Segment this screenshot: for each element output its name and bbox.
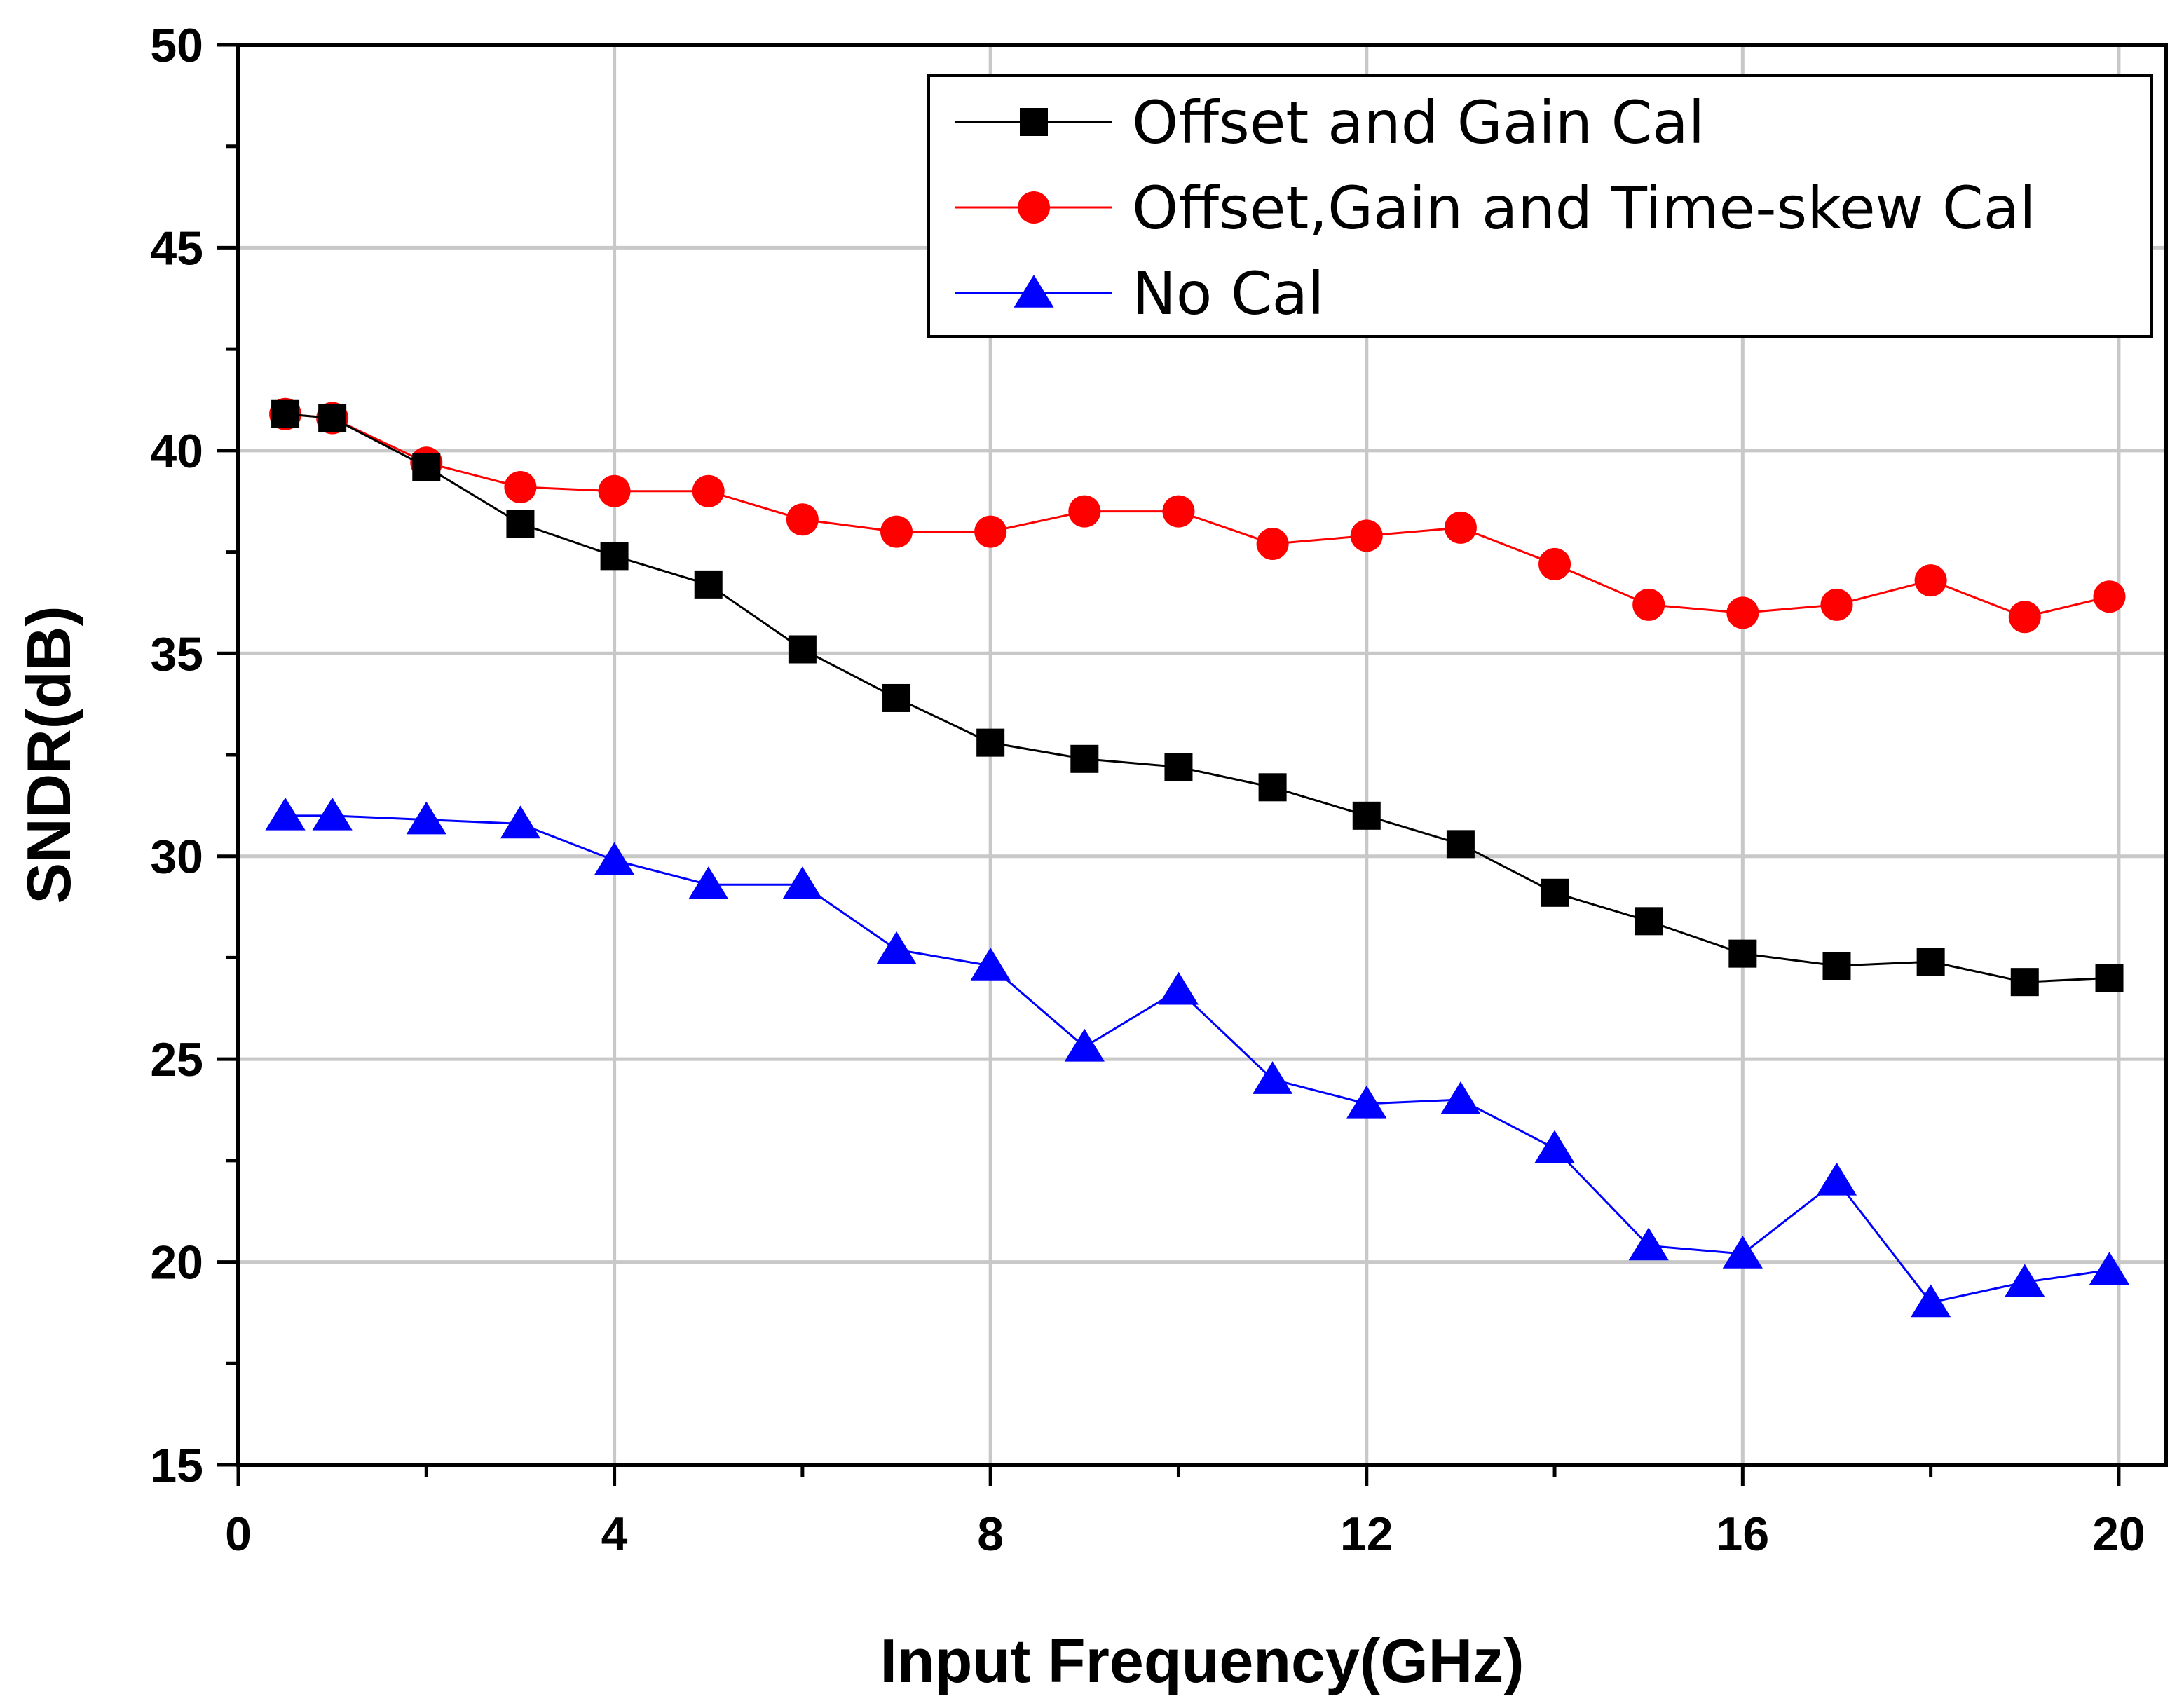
data-point bbox=[1914, 564, 1947, 597]
series-square bbox=[271, 399, 2124, 997]
legend-label: Offset,Gain and Time-skew Cal bbox=[1132, 174, 2036, 242]
data-point bbox=[976, 728, 1005, 757]
legend-box bbox=[927, 74, 2153, 338]
legend-marker bbox=[1014, 275, 1054, 308]
data-point bbox=[265, 797, 306, 831]
data-point bbox=[1911, 1284, 1951, 1318]
data-point bbox=[1352, 801, 1381, 830]
y-tick-label: 45 bbox=[150, 221, 203, 275]
y-tick-label: 50 bbox=[150, 19, 203, 72]
y-tick-label: 35 bbox=[150, 627, 203, 681]
data-point bbox=[504, 470, 537, 503]
series-line bbox=[285, 413, 2110, 983]
data-point bbox=[1070, 744, 1099, 773]
data-point bbox=[1064, 1028, 1105, 1062]
legend-marker bbox=[1020, 108, 1048, 136]
series-circle bbox=[269, 397, 2126, 634]
data-point bbox=[312, 797, 353, 831]
data-point bbox=[2010, 968, 2039, 997]
data-point bbox=[1256, 527, 1289, 560]
data-point bbox=[1253, 1061, 1293, 1094]
data-point bbox=[2005, 1264, 2045, 1297]
series-triangle bbox=[265, 797, 2130, 1318]
data-point bbox=[1068, 495, 1101, 528]
data-point bbox=[1916, 948, 1945, 976]
data-point bbox=[2008, 601, 2041, 634]
x-tick-label: 4 bbox=[601, 1508, 628, 1561]
data-point bbox=[1444, 511, 1477, 544]
tick-labels: 0 4 8 12 16 20 15 20 25 30 35 40 45 50 bbox=[150, 19, 2145, 1561]
y-tick-label: 40 bbox=[150, 425, 203, 478]
data-point bbox=[1726, 596, 1759, 629]
y-axis-title: SNDR(dB) bbox=[14, 606, 83, 903]
legend-marker bbox=[1018, 191, 1050, 224]
data-point bbox=[1440, 1081, 1481, 1114]
data-point bbox=[412, 453, 441, 481]
legend-label: Offset and Gain Cal bbox=[1132, 88, 1705, 157]
legend-item: No Cal bbox=[955, 259, 1324, 328]
data-point bbox=[880, 515, 913, 548]
x-tick-label: 20 bbox=[2092, 1508, 2145, 1561]
data-point bbox=[1164, 753, 1193, 781]
data-point bbox=[1350, 519, 1383, 552]
data-point bbox=[1820, 588, 1853, 621]
data-point bbox=[271, 399, 300, 428]
data-point bbox=[788, 635, 817, 664]
data-point bbox=[318, 404, 347, 432]
data-point bbox=[506, 510, 535, 538]
data-point bbox=[694, 570, 723, 599]
data-point bbox=[1628, 1227, 1669, 1261]
data-point bbox=[406, 801, 446, 835]
data-point bbox=[688, 866, 729, 900]
series-layer bbox=[265, 397, 2130, 1318]
x-axis-title: Input Frequency(GHz) bbox=[880, 1626, 1524, 1695]
data-point bbox=[974, 515, 1007, 548]
axis-ticks bbox=[217, 43, 2121, 1486]
data-point bbox=[2095, 964, 2124, 992]
data-point bbox=[970, 948, 1011, 981]
data-point bbox=[782, 866, 823, 900]
data-point bbox=[2089, 1252, 2130, 1285]
series-line bbox=[285, 413, 2110, 618]
data-point bbox=[1728, 939, 1757, 968]
data-point bbox=[1541, 878, 1569, 907]
data-point bbox=[1822, 952, 1851, 981]
data-point bbox=[1635, 907, 1663, 936]
y-tick-label: 20 bbox=[150, 1236, 203, 1290]
y-tick-label: 25 bbox=[150, 1033, 203, 1086]
y-tick-label: 15 bbox=[150, 1439, 203, 1492]
x-tick-label: 0 bbox=[225, 1508, 252, 1561]
data-point bbox=[1446, 830, 1475, 859]
data-point bbox=[882, 683, 911, 712]
data-point bbox=[500, 805, 541, 839]
data-point bbox=[1346, 1085, 1387, 1119]
data-point bbox=[1162, 495, 1195, 528]
x-tick-label: 12 bbox=[1340, 1508, 1393, 1561]
legend-item: Offset and Gain Cal bbox=[955, 88, 1705, 157]
data-point bbox=[1534, 1130, 1575, 1163]
data-point bbox=[786, 503, 819, 536]
data-point bbox=[600, 542, 629, 571]
data-point bbox=[876, 931, 917, 964]
legend-label: No Cal bbox=[1132, 259, 1324, 328]
data-point bbox=[2093, 580, 2126, 613]
x-tick-label: 16 bbox=[1717, 1508, 1770, 1561]
data-point bbox=[692, 474, 725, 507]
data-point bbox=[598, 474, 631, 507]
legend: Offset and Gain Cal Offset,Gain and Time-… bbox=[927, 74, 2153, 338]
x-tick-label: 8 bbox=[977, 1508, 1004, 1561]
data-point bbox=[1258, 773, 1287, 802]
data-point bbox=[594, 842, 635, 875]
legend-item: Offset,Gain and Time-skew Cal bbox=[955, 174, 2036, 242]
data-point bbox=[1158, 971, 1199, 1005]
data-point bbox=[1632, 588, 1665, 621]
data-point bbox=[1722, 1235, 1763, 1269]
data-point bbox=[1816, 1162, 1857, 1196]
y-tick-label: 30 bbox=[150, 831, 203, 884]
data-point bbox=[1538, 547, 1571, 580]
